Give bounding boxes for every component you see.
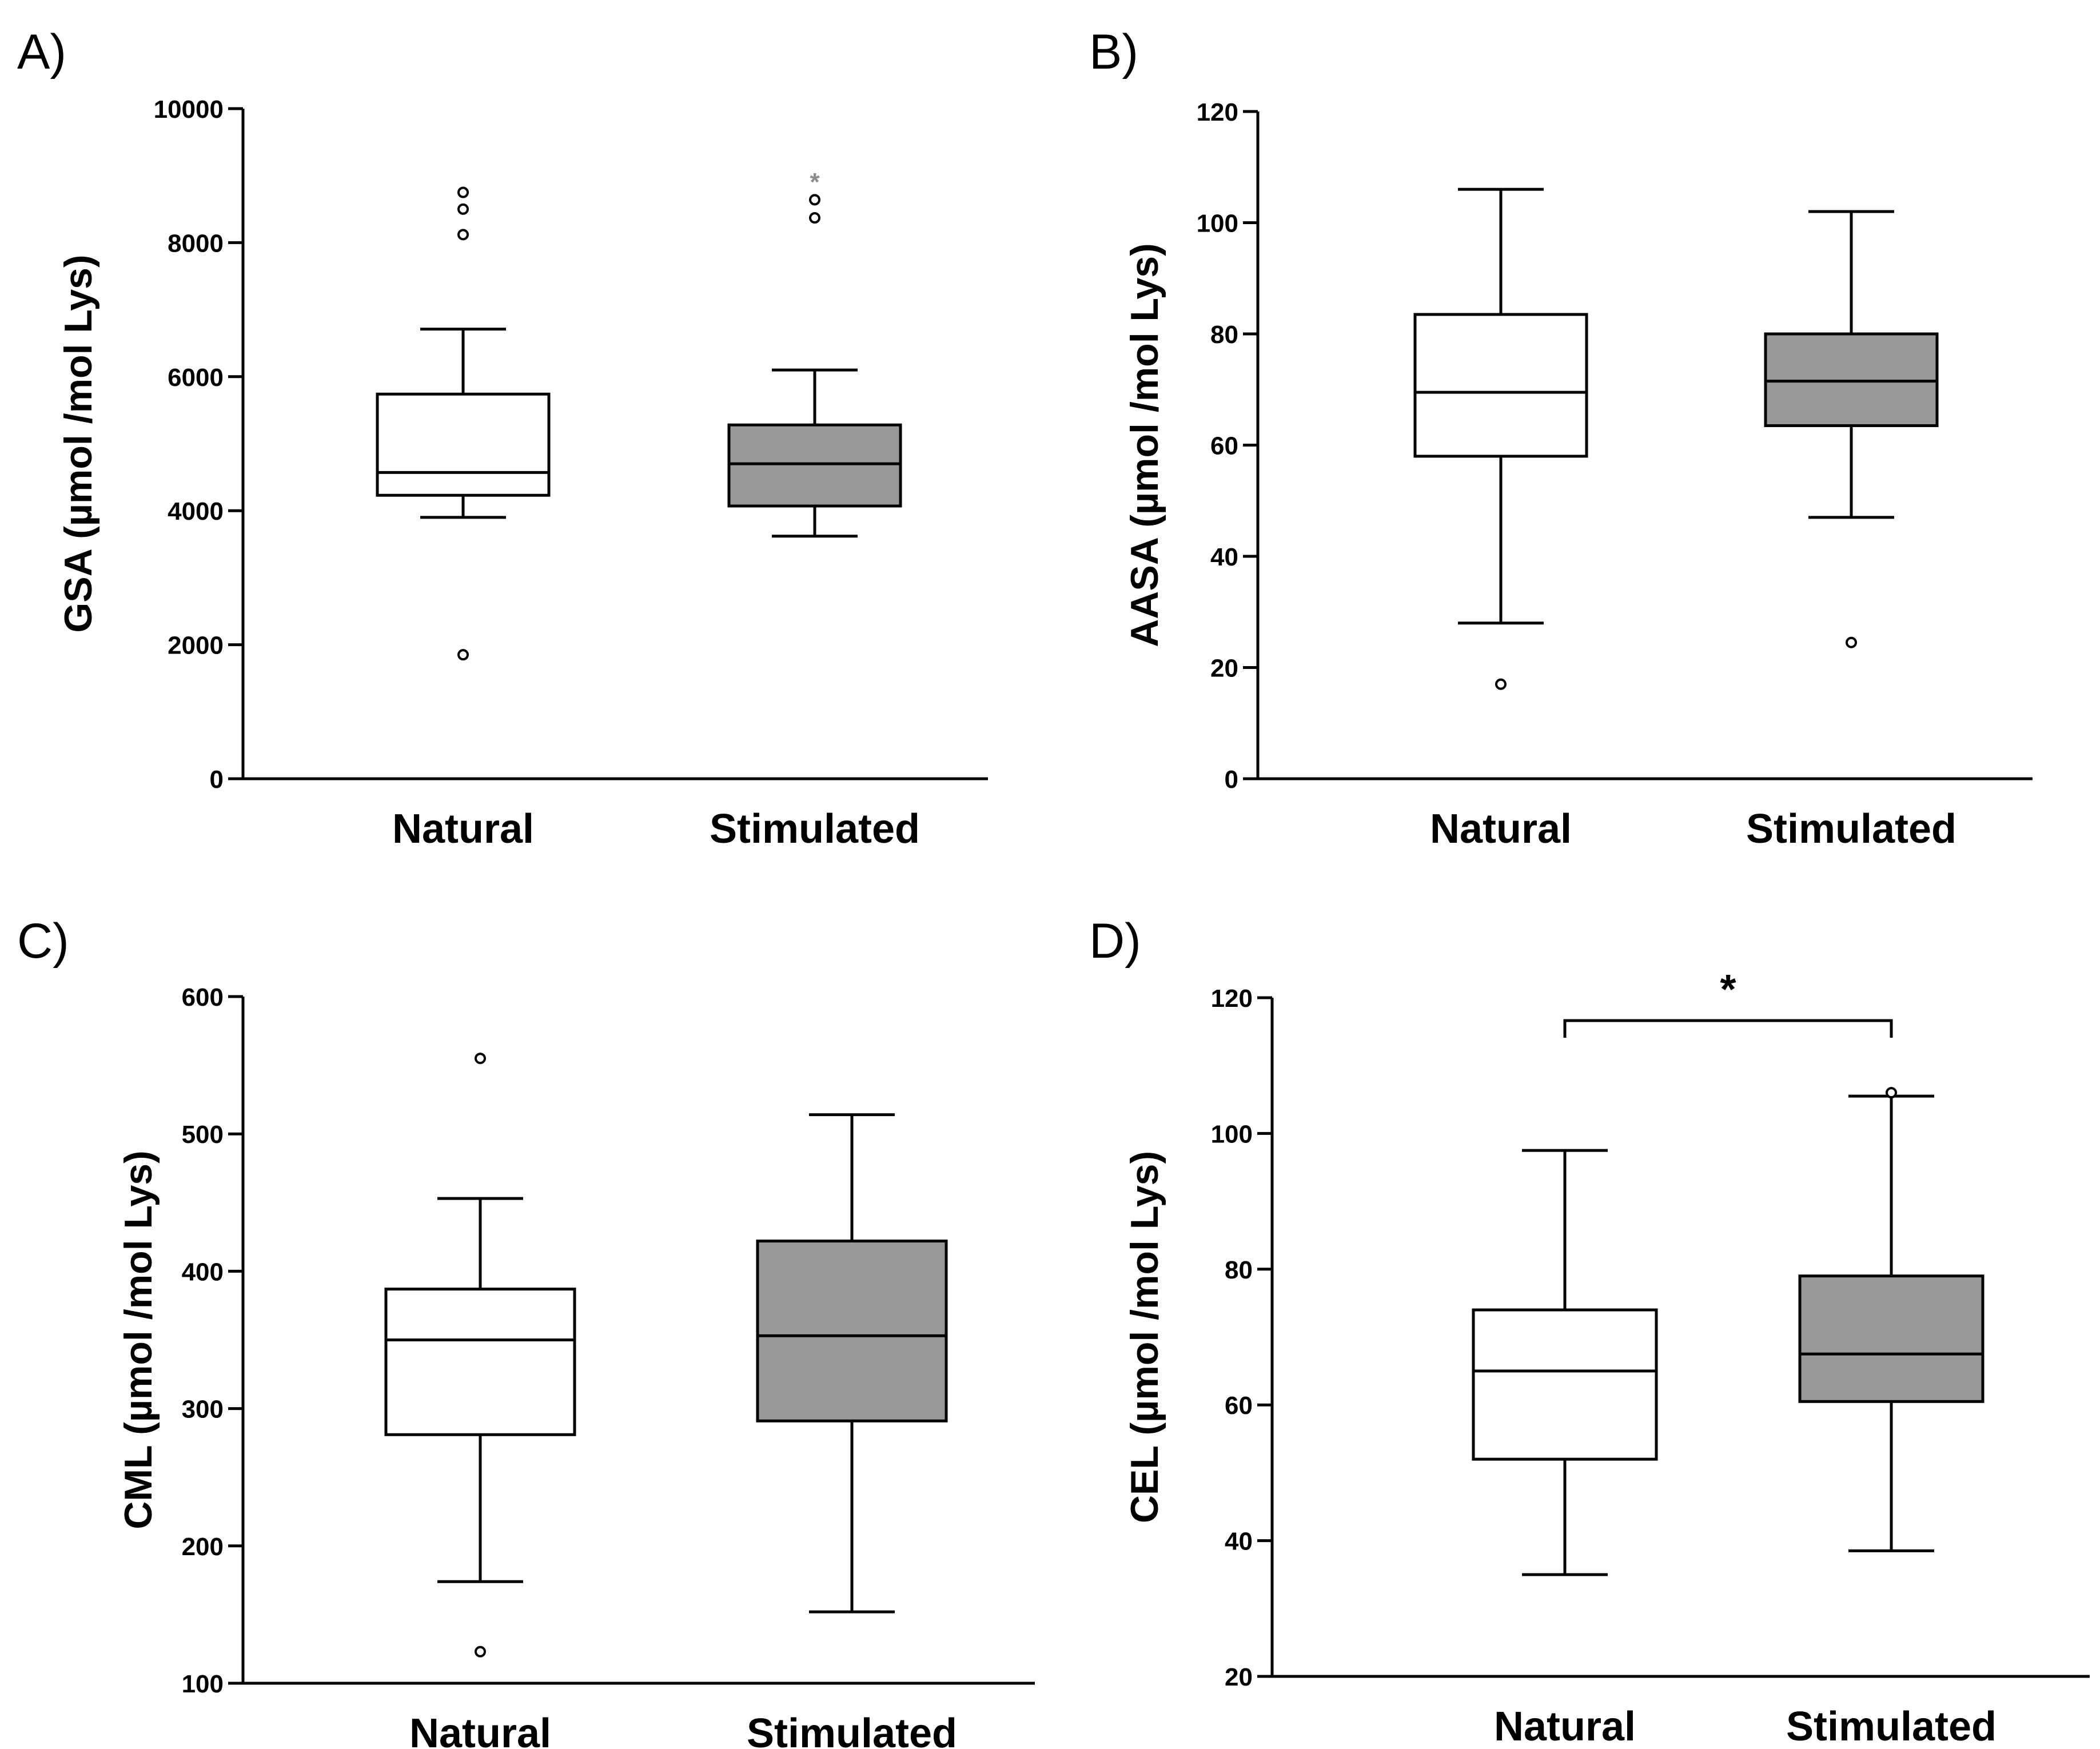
y-tick-label: 100	[1197, 210, 1238, 238]
x-category-label: Stimulated	[710, 806, 920, 852]
outlier-point	[1495, 678, 1507, 690]
panel-label: D)	[1089, 914, 1141, 969]
y-tick-label: 60	[1225, 1392, 1253, 1420]
box-natural	[384, 1053, 576, 1658]
chart-panel-1: A) 0 2000 4000 6000 8000 10000 GSA (µmol /mol L…	[17, 25, 988, 852]
y-axis-title: CML (µmol /mol Lys)	[117, 1150, 160, 1529]
outlier-point	[457, 203, 469, 215]
x-category-label: Natural	[409, 1711, 551, 1749]
y-tick-label: 0	[210, 766, 224, 794]
outlier-point	[457, 229, 469, 241]
y-tick-label: 40	[1225, 1528, 1253, 1556]
outlier-point	[809, 194, 820, 206]
outlier-point	[475, 1646, 486, 1658]
x-category-label: Stimulated	[1746, 806, 1956, 852]
y-tick-label: 60	[1210, 432, 1238, 460]
box-natural	[376, 186, 551, 661]
y-tick-label: 120	[1211, 985, 1253, 1013]
extreme-point: *	[810, 168, 820, 196]
iqr-box	[1472, 1308, 1658, 1461]
box-stimulated: *	[727, 168, 902, 538]
y-tick-label: 80	[1210, 321, 1238, 349]
y-tick-label: 300	[182, 1396, 224, 1424]
outlier-point	[809, 212, 820, 224]
box-natural	[1413, 188, 1588, 690]
x-category-label: Stimulated	[1786, 1704, 1997, 1749]
outlier-point	[457, 186, 469, 198]
y-tick-label: 600	[182, 983, 224, 1011]
panel-label: A)	[17, 25, 66, 79]
y-tick-label: 40	[1210, 543, 1238, 571]
x-category-label: Natural	[392, 806, 534, 852]
significance-bracket: *	[1563, 967, 1893, 1038]
y-tick-label: 100	[1211, 1120, 1253, 1148]
outlier-point	[457, 649, 469, 661]
y-tick-label: 0	[1225, 766, 1238, 794]
iqr-box	[727, 423, 902, 508]
y-tick-label: 8000	[168, 229, 224, 257]
iqr-box	[756, 1240, 948, 1423]
panel-label: B)	[1089, 25, 1138, 79]
outlier-point	[1886, 1087, 1897, 1099]
outlier-point	[1846, 636, 1857, 648]
outlier-point	[475, 1053, 486, 1065]
y-axis-title: AASA (µmol /mol Lys)	[1123, 243, 1166, 647]
y-tick-label: 400	[182, 1258, 224, 1286]
y-tick-label: 20	[1210, 655, 1238, 683]
y-tick-label: 6000	[168, 364, 224, 392]
box-stimulated	[1798, 1087, 1985, 1552]
box-natural	[1472, 1149, 1658, 1576]
bracket-line	[1563, 1019, 1893, 1038]
iqr-box	[1798, 1274, 1985, 1403]
y-tick-label: 80	[1225, 1256, 1253, 1284]
y-tick-label: 500	[182, 1121, 224, 1149]
y-axis-title: GSA (µmol /mol Lys)	[57, 254, 100, 632]
iqr-box	[1413, 313, 1588, 458]
iqr-box	[384, 1288, 576, 1436]
box-stimulated	[1764, 210, 1939, 648]
x-category-label: Natural	[1494, 1704, 1636, 1749]
chart-panel-4: D) 20 40 60 80 100 120 CEL (µmol /mol Lys) Natur…	[1089, 914, 2090, 1749]
y-tick-label: 20	[1225, 1663, 1253, 1691]
iqr-box	[376, 392, 551, 497]
chart-panel-3: C) 100 200 300 400 500 600 CML (µmol /mol Lys) N…	[17, 914, 1035, 1749]
y-axis-title: CEL (µmol /mol Lys)	[1123, 1151, 1166, 1523]
y-tick-label: 2000	[168, 632, 224, 660]
x-category-label: Stimulated	[747, 1711, 957, 1749]
y-tick-label: 4000	[168, 497, 224, 525]
panel-label: C)	[17, 914, 69, 969]
significance-label: *	[1720, 967, 1736, 1013]
y-tick-label: 10000	[154, 95, 224, 123]
x-category-label: Natural	[1430, 806, 1572, 852]
box-stimulated	[756, 1113, 948, 1613]
y-tick-label: 120	[1197, 98, 1238, 126]
y-tick-label: 200	[182, 1533, 224, 1561]
y-tick-label: 100	[182, 1670, 224, 1698]
chart-panel-2: B) 0 20 40 60 80 100 120 AASA (µmol /mol Lys) Nat…	[1089, 25, 2033, 852]
